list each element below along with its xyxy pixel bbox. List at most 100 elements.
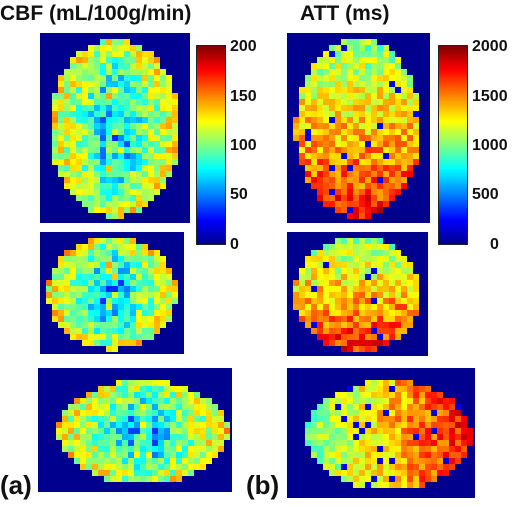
map-voxel: [148, 177, 154, 183]
map-voxel: [166, 87, 172, 93]
map-voxel: [106, 195, 112, 201]
map-voxel: [64, 183, 70, 189]
map-voxel: [299, 316, 305, 322]
map-voxel: [58, 159, 64, 165]
map-voxel: [154, 171, 160, 177]
map-voxel: [311, 286, 317, 292]
map-voxel: [443, 452, 449, 458]
map-voxel: [140, 458, 146, 464]
map-voxel: [407, 398, 413, 404]
map-voxel: [148, 256, 154, 262]
map-voxel: [407, 404, 413, 410]
map-voxel: [148, 57, 154, 63]
map-voxel: [365, 69, 371, 75]
map-voxel: [148, 63, 154, 69]
map-voxel: [116, 470, 122, 476]
map-voxel: [371, 274, 377, 280]
map-voxel: [371, 189, 377, 195]
map-voxel: [124, 129, 130, 135]
map-voxel: [353, 274, 359, 280]
map-voxel: [100, 75, 106, 81]
map-voxel: [389, 195, 395, 201]
map-voxel: [359, 404, 365, 410]
map-voxel: [70, 147, 76, 153]
map-voxel: [136, 298, 142, 304]
map-voxel: [359, 69, 365, 75]
map-voxel: [218, 434, 224, 440]
map-voxel: [106, 39, 112, 45]
map-voxel: [347, 201, 353, 207]
map-voxel: [64, 262, 70, 268]
map-voxel: [104, 452, 110, 458]
map-voxel: [94, 165, 100, 171]
map-voxel: [389, 111, 395, 117]
map-voxel: [365, 147, 371, 153]
map-voxel: [335, 63, 341, 69]
map-voxel: [160, 99, 166, 105]
map-voxel: [112, 310, 118, 316]
map-voxel: [311, 422, 317, 428]
map-voxel: [110, 452, 116, 458]
map-voxel: [389, 310, 395, 316]
map-voxel: [341, 63, 347, 69]
map-voxel: [401, 452, 407, 458]
map-voxel: [166, 93, 172, 99]
map-voxel: [401, 93, 407, 99]
map-voxel: [401, 440, 407, 446]
map-voxel: [98, 428, 104, 434]
map-voxel: [389, 147, 395, 153]
map-voxel: [100, 328, 106, 334]
map-voxel: [383, 404, 389, 410]
panel-label-b: (b): [246, 470, 280, 500]
map-voxel: [341, 298, 347, 304]
map-voxel: [425, 464, 431, 470]
map-voxel: [166, 111, 172, 117]
map-voxel: [112, 189, 118, 195]
map-voxel: [323, 268, 329, 274]
map-voxel: [371, 262, 377, 268]
map-voxel: [341, 268, 347, 274]
map-voxel: [172, 93, 178, 99]
map-voxel: [158, 464, 164, 470]
map-voxel: [64, 69, 70, 75]
map-voxel: [76, 292, 82, 298]
map-voxel: [160, 292, 166, 298]
cbf-tick-50: 50: [230, 186, 248, 203]
map-voxel: [70, 57, 76, 63]
map-voxel: [112, 171, 118, 177]
map-voxel: [383, 256, 389, 262]
map-voxel: [88, 262, 94, 268]
map-voxel: [431, 452, 437, 458]
map-voxel: [305, 117, 311, 123]
map-voxel: [341, 75, 347, 81]
map-voxel: [142, 165, 148, 171]
map-voxel: [182, 392, 188, 398]
map-voxel: [164, 434, 170, 440]
map-voxel: [112, 256, 118, 262]
map-voxel: [329, 63, 335, 69]
map-voxel: [341, 422, 347, 428]
map-voxel: [88, 256, 94, 262]
map-voxel: [371, 195, 377, 201]
map-voxel: [94, 75, 100, 81]
map-voxel: [329, 75, 335, 81]
map-voxel: [329, 51, 335, 57]
map-voxel: [347, 99, 353, 105]
map-voxel: [341, 434, 347, 440]
map-voxel: [188, 440, 194, 446]
map-voxel: [329, 328, 335, 334]
map-voxel: [413, 292, 419, 298]
map-voxel: [146, 410, 152, 416]
map-voxel: [365, 238, 371, 244]
map-voxel: [106, 165, 112, 171]
map-voxel: [389, 386, 395, 392]
map-voxel: [194, 452, 200, 458]
map-voxel: [317, 81, 323, 87]
map-voxel: [94, 87, 100, 93]
map-voxel: [76, 274, 82, 280]
map-voxel: [70, 292, 76, 298]
map-voxel: [148, 141, 154, 147]
map-voxel: [154, 316, 160, 322]
map-voxel: [82, 63, 88, 69]
map-voxel: [359, 81, 365, 87]
